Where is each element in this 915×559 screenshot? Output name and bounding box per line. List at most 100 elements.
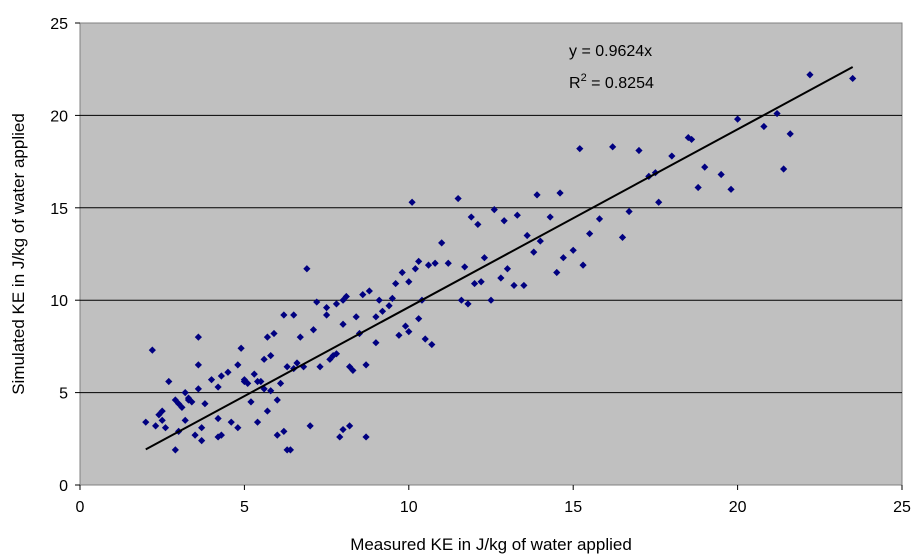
data-point <box>303 265 311 273</box>
data-point <box>194 361 202 369</box>
data-point <box>806 71 814 79</box>
x-tick-label: 10 <box>400 499 418 516</box>
data-point <box>786 130 794 138</box>
x-tick-label: 15 <box>564 499 582 516</box>
data-point <box>395 331 403 339</box>
data-point <box>546 213 554 221</box>
data-point <box>296 333 304 341</box>
data-point <box>523 231 531 240</box>
data-point <box>378 307 387 315</box>
data-point <box>214 414 222 423</box>
x-tick-label: 0 <box>76 499 85 516</box>
data-point <box>329 352 337 360</box>
data-point <box>217 372 225 380</box>
data-point <box>227 418 235 426</box>
data-point <box>510 281 518 290</box>
data-point <box>392 279 400 288</box>
x-tick-label: 20 <box>729 499 747 516</box>
data-point <box>214 383 222 391</box>
data-point <box>175 400 183 408</box>
data-point <box>424 261 433 269</box>
data-point <box>313 298 321 306</box>
r-squared-prefix: R <box>569 75 581 92</box>
data-point <box>687 135 696 144</box>
data-point <box>161 424 170 432</box>
data-point <box>201 400 209 408</box>
data-point <box>260 355 268 363</box>
data-point <box>362 361 370 369</box>
x-tick-label: 25 <box>893 499 911 516</box>
y-axis-title: Simulated KE in J/kg of water applied <box>9 113 28 395</box>
data-point <box>372 339 380 347</box>
data-point <box>299 363 308 371</box>
r-squared-label: R2 = 0.8254 <box>569 72 654 92</box>
data-point <box>267 352 275 360</box>
data-point <box>346 363 354 371</box>
data-point <box>556 189 564 197</box>
data-point <box>727 185 735 193</box>
data-point <box>171 446 179 454</box>
data-point <box>595 215 604 223</box>
data-point <box>214 433 222 441</box>
data-point <box>474 220 482 229</box>
data-point <box>280 427 288 436</box>
data-point <box>244 379 252 387</box>
y-tick-label: 25 <box>50 16 68 33</box>
data-point <box>431 259 439 267</box>
data-point <box>280 311 288 319</box>
data-point <box>533 191 541 199</box>
data-point <box>444 259 452 267</box>
data-point <box>559 254 567 262</box>
data-point <box>336 433 344 441</box>
data-point <box>342 292 350 301</box>
data-point <box>780 165 788 173</box>
data-point <box>470 279 479 288</box>
data-point <box>273 396 281 404</box>
data-point <box>365 287 373 295</box>
data-point <box>625 207 633 216</box>
data-point <box>405 278 413 286</box>
data-point <box>339 425 347 434</box>
data-point <box>760 122 768 131</box>
data-point <box>224 368 232 376</box>
data-point <box>339 320 347 328</box>
data-point <box>773 109 781 118</box>
x-axis-title: Measured KE in J/kg of water applied <box>350 535 632 554</box>
data-point <box>346 422 354 430</box>
data-point <box>323 303 331 312</box>
data-point <box>323 311 331 319</box>
x-axis-ticks: 0 5 10 15 20 25 <box>76 485 911 516</box>
data-point <box>362 433 370 441</box>
data-point <box>536 237 544 245</box>
data-point <box>191 431 199 439</box>
data-point <box>372 313 380 321</box>
data-point <box>405 328 413 336</box>
data-point <box>408 198 416 206</box>
data-point <box>181 389 189 397</box>
data-point <box>655 198 663 206</box>
data-point <box>464 300 472 308</box>
data-point <box>401 322 410 330</box>
data-point <box>461 263 469 271</box>
data-point <box>490 206 498 214</box>
data-point <box>257 377 265 386</box>
data-point <box>701 163 709 171</box>
data-point <box>158 416 166 424</box>
data-point <box>415 315 423 323</box>
r-squared-value: = 0.8254 <box>587 75 654 92</box>
data-point <box>428 340 436 349</box>
data-point <box>306 422 314 430</box>
data-point <box>694 183 702 192</box>
data-point <box>457 296 466 304</box>
data-point <box>477 278 485 286</box>
data-point <box>579 261 587 269</box>
y-tick-label: 20 <box>50 108 68 125</box>
data-point <box>194 385 202 393</box>
data-point <box>165 377 173 386</box>
data-point <box>194 333 202 341</box>
y-tick-label: 15 <box>50 201 68 218</box>
data-point <box>586 230 594 238</box>
data-point <box>339 296 347 304</box>
data-point <box>497 274 505 282</box>
